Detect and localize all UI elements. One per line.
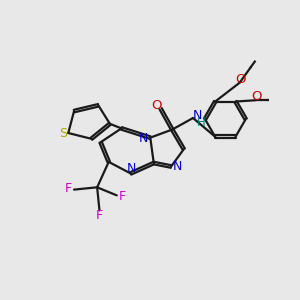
Text: O: O bbox=[151, 100, 161, 112]
Text: F: F bbox=[96, 209, 103, 222]
Text: F: F bbox=[65, 182, 72, 195]
Text: O: O bbox=[251, 90, 262, 103]
Text: N: N bbox=[126, 162, 136, 175]
Text: N: N bbox=[193, 109, 202, 122]
Text: S: S bbox=[59, 127, 67, 140]
Text: O: O bbox=[235, 73, 245, 86]
Text: H: H bbox=[197, 116, 206, 129]
Text: N: N bbox=[173, 160, 182, 173]
Text: N: N bbox=[139, 132, 148, 145]
Text: F: F bbox=[119, 190, 126, 203]
